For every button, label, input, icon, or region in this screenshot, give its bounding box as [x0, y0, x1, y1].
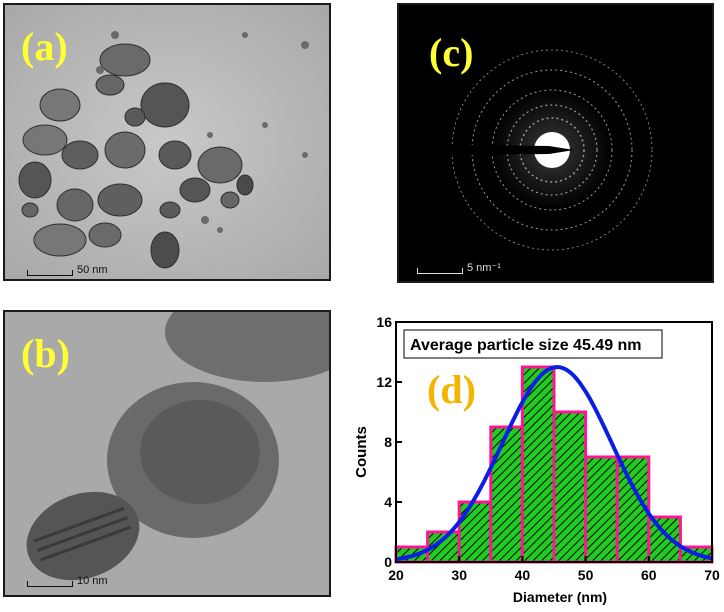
scale-bar-line-b: [27, 581, 73, 587]
scale-bar-label-b: 10 nm: [77, 575, 108, 587]
x-tick-label: 20: [388, 567, 404, 583]
histogram-bar: [520, 365, 556, 564]
tem-image-a: [5, 5, 329, 279]
histogram-bar: [647, 515, 682, 564]
saed-pattern-panel-c: (c) 5 nm⁻¹: [397, 3, 714, 283]
y-tick-label: 0: [384, 554, 392, 570]
y-tick-label: 4: [384, 494, 392, 510]
panel-label-d: (d): [427, 367, 476, 412]
chart-title: Average particle size 45.49 nm: [410, 337, 642, 354]
scale-bar-c: 5 nm⁻¹: [417, 261, 501, 274]
scale-bar-b: 10 nm: [27, 575, 108, 587]
panel-label-c: (c): [429, 30, 474, 75]
scale-bar-label-c: 5 nm⁻¹: [467, 262, 501, 274]
scale-bar-line-a: [27, 270, 73, 276]
x-axis-label: Diameter (nm): [513, 589, 607, 605]
x-tick-label: 50: [578, 567, 594, 583]
panel-label-b: (b): [21, 331, 70, 376]
y-tick-label: 16: [376, 314, 392, 330]
histogram-bar: [584, 455, 619, 564]
title-box: [403, 329, 663, 359]
histogram-svg: 20 30 40 50 60 70 0 4 8 12 16 Average particle siz…: [353, 314, 720, 605]
x-tick-label: 40: [515, 567, 531, 583]
x-tick-label: 30: [451, 567, 467, 583]
scale-bar-a: 50 nm: [27, 264, 108, 276]
axis-ticks: 20 30 40 50 60 70 0 4 8 12 16: [376, 314, 720, 583]
hrtem-image-panel-b: (b) 10 nm: [3, 310, 331, 597]
tem-image-panel-a: (a) 50 nm: [3, 3, 331, 281]
scale-bar-label-a: 50 nm: [77, 264, 108, 276]
scale-bar-line-c: [417, 268, 463, 274]
histogram-bar: [457, 500, 493, 564]
y-axis-label: Counts: [353, 426, 370, 478]
hrtem-image-b: [5, 312, 329, 595]
y-tick-label: 8: [384, 434, 392, 450]
x-tick-label: 70: [704, 567, 720, 583]
histogram-bar: [489, 425, 524, 564]
panel-label-a: (a): [21, 24, 68, 69]
histogram-bar: [552, 410, 588, 564]
y-tick-label: 12: [376, 374, 392, 390]
histogram-bars: [394, 365, 714, 564]
particle-size-histogram: 20 30 40 50 60 70 0 4 8 12 16 Average particle siz…: [340, 312, 724, 607]
x-tick-label: 60: [641, 567, 657, 583]
gaussian-fit-curve: [395, 364, 713, 562]
saed-pattern-c: [399, 5, 712, 281]
